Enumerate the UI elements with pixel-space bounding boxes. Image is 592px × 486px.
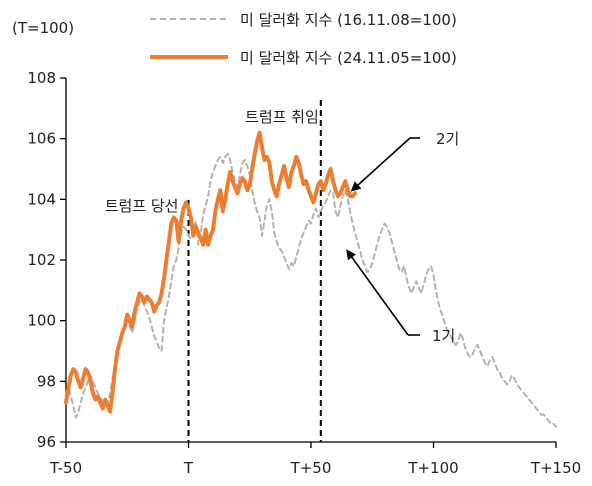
event-markers: 트럼프 당선 트럼프 취임 <box>105 100 322 442</box>
x-tick-label: T+150 <box>530 459 581 477</box>
y-tick-label: 98 <box>37 372 56 390</box>
legend-label-series-1: 미 달러화 지수 (16.11.08=100) <box>240 11 457 29</box>
y-tick-label: 96 <box>37 433 56 451</box>
event-marker-label: 트럼프 취임 <box>245 108 319 126</box>
y-tick-label: 100 <box>27 312 56 330</box>
x-axis-ticks: T-50 T T+50 T+100 T+150 <box>49 442 581 477</box>
legend-label-series-2: 미 달러화 지수 (24.11.05=100) <box>240 49 457 67</box>
y-tick-label: 106 <box>27 130 56 148</box>
series-line-second-term <box>64 130 358 414</box>
event-marker-label: 트럼프 당선 <box>105 197 179 215</box>
x-tick-label: T-50 <box>49 459 82 477</box>
x-tick-label: T <box>183 459 194 477</box>
series-layer <box>64 130 557 428</box>
x-tick-label: T+100 <box>407 459 458 477</box>
y-tick-label: 104 <box>27 190 56 208</box>
x-tick-label: T+50 <box>290 459 332 477</box>
callout-label: 2기 <box>436 130 459 148</box>
unit-label: (T=100) <box>12 19 74 37</box>
callout-arrow <box>346 249 409 336</box>
callout-arrow <box>350 137 411 192</box>
series-line-first-term <box>65 152 557 428</box>
legend: 미 달러화 지수 (16.11.08=100) 미 달러화 지수 (24.11.… <box>150 11 457 67</box>
y-tick-label: 108 <box>27 69 56 87</box>
y-axis-ticks: 96 98 100 102 104 106 108 <box>27 69 66 451</box>
y-tick-label: 102 <box>27 251 56 269</box>
callout-label: 1기 <box>432 327 455 345</box>
callouts: 2기 1기 <box>346 130 459 345</box>
